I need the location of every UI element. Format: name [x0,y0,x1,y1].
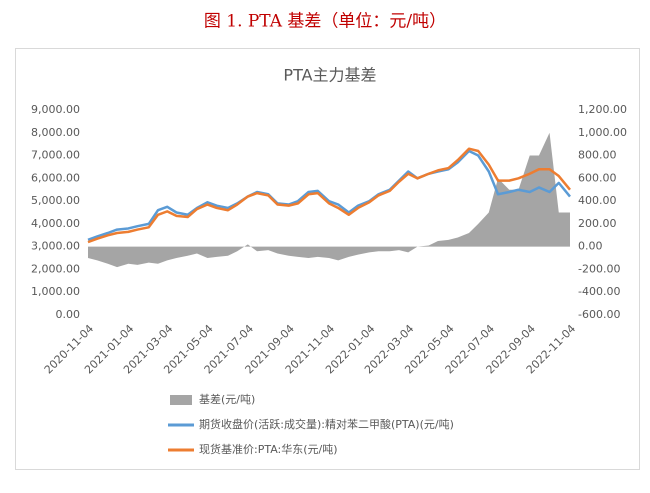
y-tick-label: 0.00 [56,308,81,321]
y-tick-label: 2,000.00 [31,262,80,275]
figure-heading: 图 1. PTA 基差（单位：元/吨） [204,12,446,32]
y-tick-label: 9,000.00 [31,103,80,116]
y-tick-label: 5,000.00 [31,194,80,207]
legend-label: 期货收盘价(活跃:成交量):精对苯二甲酸(PTA)(元/吨) [199,417,454,431]
y-tick-label: 7,000.00 [31,149,80,162]
y2-tick-label: 1,200.00 [578,103,627,116]
y-tick-label: 1,000.00 [31,285,80,298]
y2-tick-label: 1,000.00 [578,126,627,139]
legend-swatch [170,395,192,405]
price-line [87,147,571,244]
y-tick-label: 8,000.00 [31,126,80,139]
y2-tick-label: 600.00 [578,171,617,184]
chart-title: PTA主力基差 [283,66,376,85]
basis-area [88,132,570,268]
y2-tick-label: 200.00 [578,217,617,230]
y2-tick-label: -200.00 [578,262,620,275]
legend-label: 基差(元/吨) [199,392,255,406]
y2-tick-label: -400.00 [578,285,620,298]
y2-tick-label: 0.00 [578,240,603,253]
legend-label: 现货基准价:PTA:华东(元/吨) [199,442,338,456]
y2-tick-label: 800.00 [578,149,617,162]
y-tick-label: 4,000.00 [31,217,80,230]
price-line [87,149,571,242]
y2-tick-label: 400.00 [578,194,617,207]
y-tick-label: 3,000.00 [31,240,80,253]
y2-tick-label: -600.00 [578,308,620,321]
y-tick-label: 6,000.00 [31,171,80,184]
